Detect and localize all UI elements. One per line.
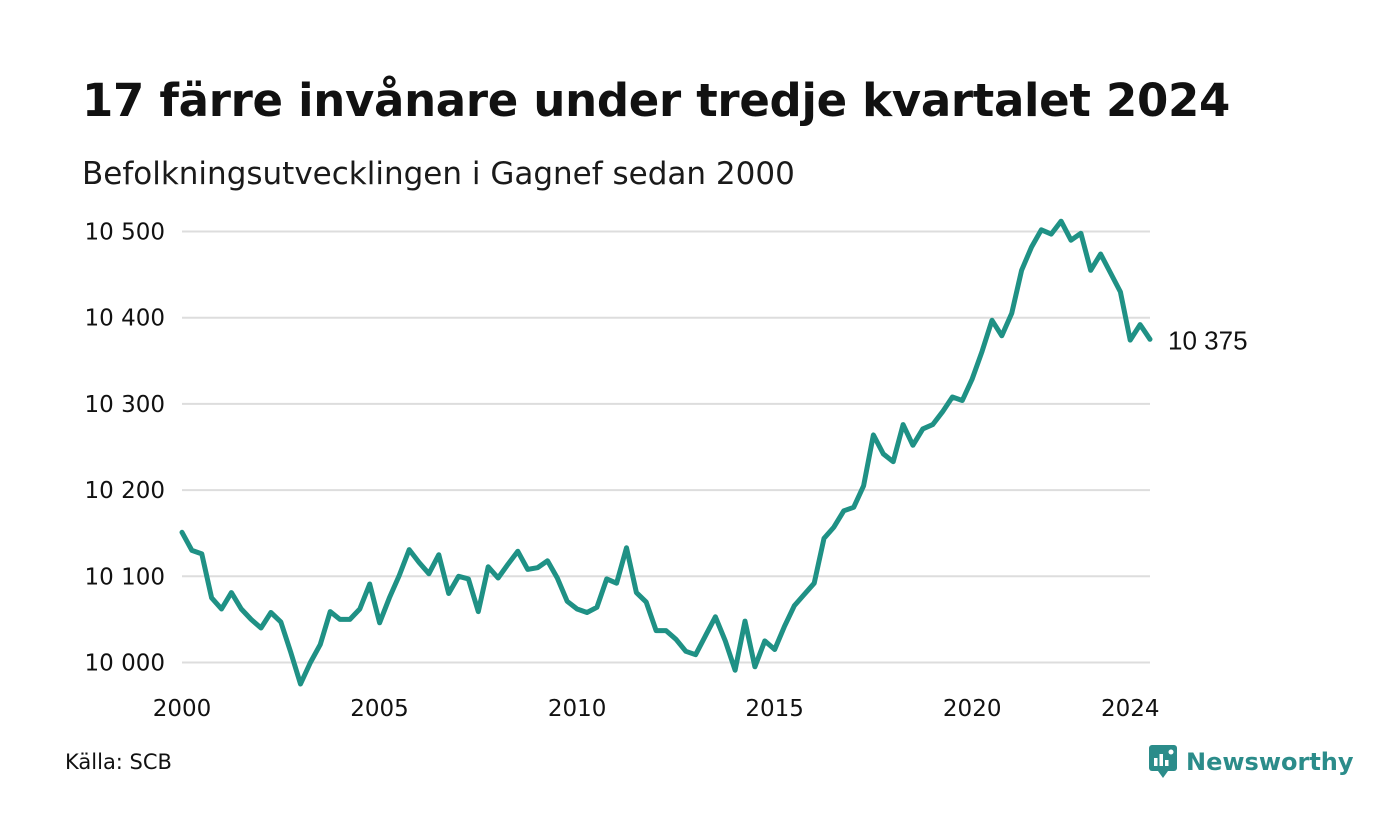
x-tick-label: 2005 <box>350 696 409 722</box>
brand-name: Newsworthy <box>1186 748 1354 776</box>
y-tick-label: 10 500 <box>85 220 165 246</box>
end-value-label: 10 375 <box>1168 325 1248 355</box>
series-line <box>179 218 1153 687</box>
y-tick-label: 10 000 <box>85 650 165 676</box>
y-tick-label: 10 100 <box>85 564 165 590</box>
grid-lines <box>182 230 1150 664</box>
x-tick-label: 2015 <box>745 696 804 722</box>
source-note: Källa: SCB <box>65 750 172 774</box>
y-tick-label: 10 400 <box>85 306 165 332</box>
x-axis-tick-labels: 2000 2005 2010 2015 2020 2024 <box>153 696 1160 722</box>
x-tick-label: 2024 <box>1101 696 1160 722</box>
chart-subtitle: Befolkningsutvecklingen i Gagnef sedan 2… <box>82 156 795 192</box>
x-tick-label: 2020 <box>943 696 1002 722</box>
y-tick-label: 10 200 <box>85 478 165 504</box>
brand-logo[interactable]: Newsworthy <box>1148 744 1354 780</box>
y-tick-label: 10 300 <box>85 392 165 418</box>
newsworthy-logo-icon <box>1149 745 1177 778</box>
chart-title: 17 färre invånare under tredje kvartalet… <box>82 74 1231 127</box>
y-axis-tick-labels: 10 000 10 100 10 200 10 300 10 400 10 500 <box>85 220 165 677</box>
x-tick-label: 2000 <box>153 696 212 722</box>
x-tick-label: 2010 <box>548 696 607 722</box>
